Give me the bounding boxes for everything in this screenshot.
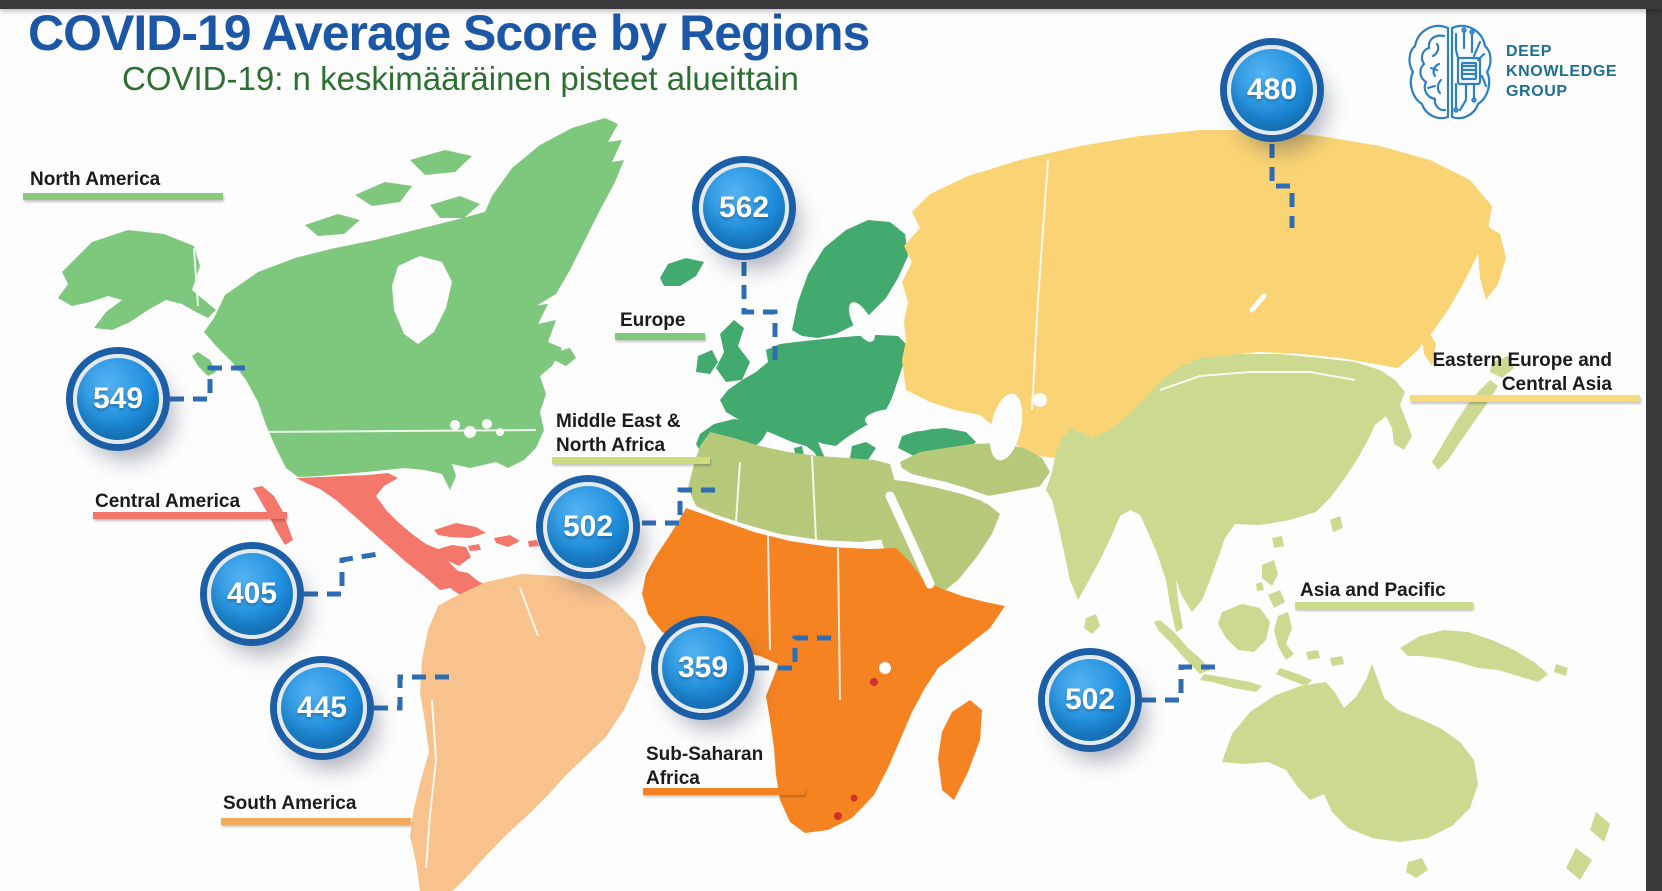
sea-strokes <box>885 293 1267 589</box>
country-borders <box>193 159 1356 869</box>
logo-text: DEEP KNOWLEDGE GROUP <box>1506 42 1617 102</box>
map-region-eastern-europe-central-asia <box>902 130 1506 458</box>
brain-circuit-icon <box>1408 24 1492 120</box>
leader-line-sub-saharan-africa <box>755 635 833 671</box>
leader-line-eastern-europe-central-asia <box>1269 144 1295 228</box>
red-hotspot-dots <box>834 678 878 820</box>
logo-line-3: GROUP <box>1506 83 1568 100</box>
right-window-bar <box>1646 0 1662 891</box>
map-region-central-america <box>253 473 539 597</box>
logo-line-1: DEEP <box>1506 43 1552 60</box>
leader-lines <box>170 144 1295 711</box>
leader-line-asia-pacific <box>1142 664 1222 703</box>
map-region-middle-east-north-africa <box>688 432 1050 600</box>
map-region-asia-pacific <box>1046 354 1610 880</box>
map-region-north-america <box>58 118 624 490</box>
map-region-sub-saharan-africa <box>642 508 1005 833</box>
page-title: COVID-19 Average Score by Regions <box>28 5 870 61</box>
leader-line-north-america <box>170 365 252 402</box>
leader-line-europe <box>741 262 778 367</box>
leader-line-central-america <box>304 551 379 597</box>
page-subtitle: COVID-19: n keskimääräinen pisteet aluei… <box>122 60 799 97</box>
map-region-south-america <box>410 574 646 891</box>
logo-line-2: KNOWLEDGE <box>1506 63 1618 80</box>
water-overlays <box>392 256 1047 674</box>
deep-knowledge-group-logo: DEEP KNOWLEDGE GROUP <box>1404 20 1617 124</box>
top-window-bar <box>0 0 1662 9</box>
leader-line-middle-east-north-africa <box>642 487 718 526</box>
leader-line-south-america <box>374 674 456 711</box>
